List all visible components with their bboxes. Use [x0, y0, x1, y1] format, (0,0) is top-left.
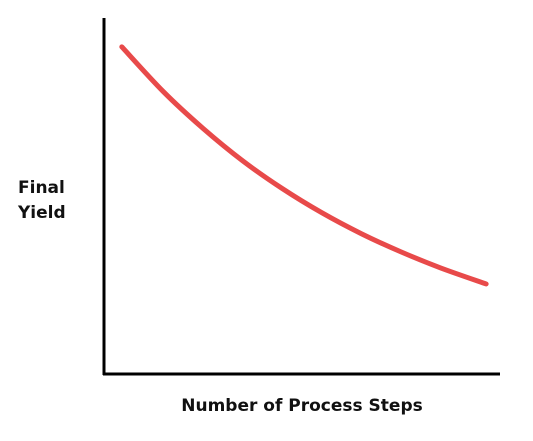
x-axis-label: Number of Process Steps [181, 396, 423, 416]
y-axis-label: Final Yield [18, 178, 66, 223]
yield-curve [119, 44, 489, 287]
